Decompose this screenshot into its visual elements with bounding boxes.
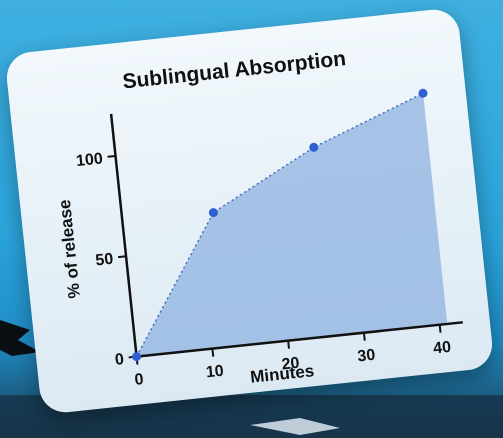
y-axis-label: % of release (55, 199, 84, 300)
y-tick-label: 100 (75, 150, 103, 170)
y-tick (117, 255, 127, 259)
y-axis (109, 113, 138, 357)
y-tick-label: 50 (95, 251, 115, 270)
x-tick (362, 332, 366, 341)
y-tick (107, 154, 116, 158)
series-line (135, 92, 424, 357)
area-fill (136, 93, 448, 357)
x-tick (438, 324, 442, 333)
x-tick (211, 348, 215, 357)
x-tick-label: 40 (432, 339, 452, 358)
chart-title: Sublingual Absorption (121, 47, 347, 93)
chart: Sublingual Absorption 0 10 20 30 40 0 50 100 Mi… (55, 47, 463, 389)
y-tick-label: 0 (114, 351, 125, 369)
x-axis-label: Minutes (249, 361, 315, 387)
x-tick-label: 20 (281, 355, 301, 374)
data-point (418, 88, 428, 98)
x-tick-label: 30 (357, 347, 377, 366)
chart-card: Sublingual Absorption 0 10 20 30 40 0 50 100 Mi… (4, 7, 495, 415)
x-axis (136, 321, 463, 358)
plot-area: 0 10 20 30 40 0 50 100 (75, 88, 463, 389)
x-tick-label: 0 (134, 371, 145, 389)
data-point (208, 208, 218, 218)
data-point (132, 352, 142, 362)
x-tick (287, 340, 290, 349)
x-tick-label: 10 (205, 363, 225, 382)
data-point (309, 142, 319, 152)
